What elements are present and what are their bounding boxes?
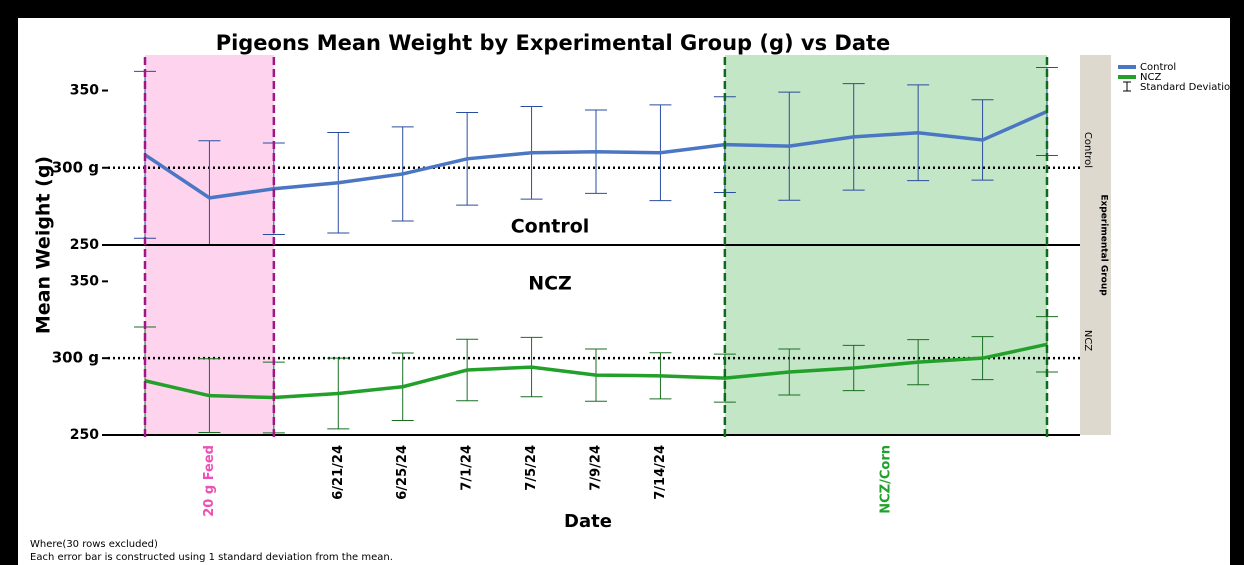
legend-label: Control — [1140, 62, 1176, 73]
x-tick-label: 6/21/24 — [331, 445, 346, 500]
strip-label: Control — [1082, 132, 1093, 168]
y-tick-label: 300 g — [52, 158, 99, 176]
panel-label: NCZ — [528, 273, 572, 295]
region-label: NCZ/Corn — [878, 445, 893, 514]
panel — [108, 316, 1080, 435]
x-tick-label: 6/25/24 — [395, 445, 410, 500]
x-tick-label: 7/5/24 — [524, 445, 539, 491]
legend-error-icon — [1123, 81, 1131, 92]
y-tick-label: 250 — [70, 427, 99, 443]
panel-label: Control — [511, 216, 590, 238]
series-line — [144, 109, 1048, 200]
footnote: Where(30 rows excluded) — [30, 539, 158, 550]
group-label: Experimental Group — [1099, 194, 1109, 296]
y-tick-label: 350 — [70, 273, 99, 289]
x-tick-label: 7/1/24 — [460, 445, 475, 491]
y-tick-label: 350 — [70, 83, 99, 99]
x-tick-label: 7/9/24 — [589, 445, 604, 491]
legend-label: Standard Deviation — [1140, 82, 1237, 93]
x-tick-label: 7/14/24 — [653, 445, 668, 500]
series-line — [144, 342, 1048, 400]
y-tick-label: 300 g — [52, 349, 99, 367]
y-tick-label: 250 — [70, 237, 99, 253]
x-axis-label: Date — [564, 511, 612, 532]
chart-title: Pigeons Mean Weight by Experimental Grou… — [216, 31, 891, 55]
strip-label: NCZ — [1082, 330, 1093, 351]
footnote: Each error bar is constructed using 1 st… — [30, 552, 393, 563]
legend-label: NCZ — [1140, 72, 1161, 83]
region-label: 20 g Feed — [202, 445, 217, 517]
group-strip — [1097, 55, 1111, 435]
y-axis-label: Mean Weight (g) — [33, 156, 55, 334]
panel-strip — [1080, 55, 1097, 435]
